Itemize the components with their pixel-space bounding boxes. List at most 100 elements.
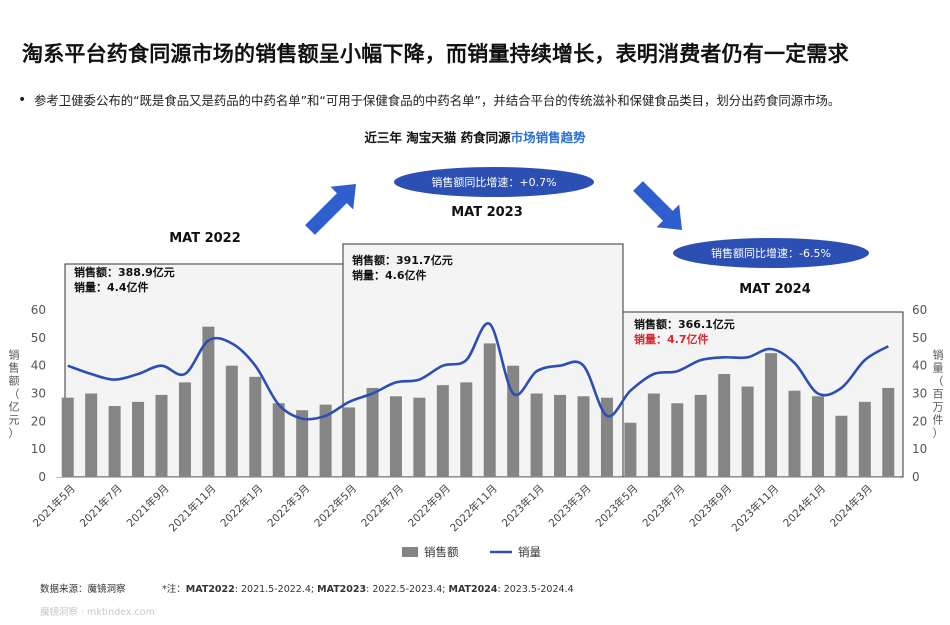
period-box-3 — [622, 311, 904, 478]
x-tick-label: 2023年7月 — [640, 482, 688, 530]
bar — [155, 394, 168, 477]
bar — [343, 407, 356, 477]
y-left-label: 销售额（亿元） — [9, 348, 20, 440]
growth-badge-text: 销售额同比增速：-6.5% — [711, 246, 831, 260]
chart-title-highlight: 市场销售趋势 — [510, 130, 586, 145]
y-right-tick: 0 — [912, 470, 920, 484]
y-left-tick: 60 — [31, 303, 46, 317]
bar — [202, 326, 215, 477]
y-left-tick: 40 — [31, 359, 46, 373]
x-tick-label: 2021年9月 — [124, 482, 172, 530]
x-tick-label: 2023年3月 — [546, 482, 594, 530]
bar — [413, 397, 426, 477]
y-right-tick: 50 — [912, 331, 927, 345]
up-arrow-icon — [305, 184, 356, 235]
period-volume: 销量：4.7亿件 — [634, 332, 709, 346]
bar — [249, 376, 262, 477]
x-tick-label: 2022年11月 — [447, 482, 499, 534]
down-arrow-icon — [633, 181, 682, 230]
note-range-2: : 2022.5-2023.4; — [366, 584, 449, 595]
bar — [483, 343, 496, 477]
y-left-tick: 10 — [31, 442, 46, 456]
bar — [108, 406, 121, 477]
legend-bar-label: 销售额 — [424, 545, 459, 559]
bar — [858, 401, 871, 477]
x-tick-label: 2023年5月 — [593, 482, 641, 530]
y-left-tick: 20 — [31, 414, 46, 428]
legend-bar-swatch — [402, 547, 418, 557]
note-range-3: : 2023.5-2024.4 — [497, 584, 574, 595]
bar — [765, 353, 778, 477]
volume-line — [67, 322, 889, 421]
y-right-tick: 10 — [912, 442, 927, 456]
bar — [694, 394, 707, 477]
headline: 淘系平台药食同源市场的销售额呈小幅下降，而销量持续增长，表明消费者仍有一定需求 — [22, 42, 849, 66]
chart-title: 近三年 淘宝天猫 药食同源市场销售趋势 — [0, 127, 950, 146]
x-tick-label: 2022年1月 — [218, 482, 266, 530]
x-tick-label: 2023年9月 — [687, 482, 735, 530]
bar — [436, 385, 449, 477]
bullet-dot: • — [18, 92, 27, 108]
bar — [389, 396, 402, 477]
y-left-tick: 0 — [38, 470, 46, 484]
x-tick-label: 2021年7月 — [77, 482, 125, 530]
x-tick-label: 2022年3月 — [265, 482, 313, 530]
x-tick-label: 2024年1月 — [780, 482, 828, 530]
watermark: 魔镜洞察 · mktindex.com — [40, 607, 155, 618]
period-title: MAT 2023 — [451, 205, 523, 220]
growth-badge — [673, 238, 869, 268]
bar — [530, 393, 543, 477]
bar — [741, 386, 754, 477]
period-volume: 销量：4.6亿件 — [352, 268, 427, 282]
bullet-text: 参考卫健委公布的“既是食品又是药品的中药名单”和“可用于保健食品的中药名单”，并… — [34, 93, 841, 108]
bar — [577, 396, 590, 477]
bar — [647, 393, 660, 477]
bar — [319, 404, 332, 477]
growth-badge — [394, 167, 594, 197]
bar — [835, 415, 848, 477]
period-title: MAT 2024 — [739, 282, 811, 297]
x-tick-label: 2022年5月 — [312, 482, 360, 530]
bar — [882, 387, 895, 477]
source-note: 数据来源：魔镜洞察 — [40, 584, 126, 595]
x-tick-label: 2021年11月 — [166, 482, 218, 534]
bar — [178, 382, 191, 477]
sales-trend-chart: 0 10 20 30 40 50 60 0 10 20 30 40 50 60 销售额（亿元） 销量（百万件）… — [9, 167, 944, 559]
x-tick-label: 2023年1月 — [499, 482, 547, 530]
x-tick-label: 2021年5月 — [30, 482, 78, 530]
period-sales: 销售额：388.9亿元 — [74, 265, 175, 279]
note-label-3: MAT2024 — [448, 584, 498, 595]
bar — [788, 390, 801, 477]
bar — [554, 394, 567, 477]
bar — [600, 397, 613, 477]
bar — [507, 365, 520, 477]
bar — [460, 382, 473, 477]
period-title: MAT 2022 — [169, 231, 241, 246]
period-volume: 销量：4.4亿件 — [74, 280, 149, 294]
note-prefix: *注： — [162, 584, 186, 595]
x-tick-label: 2022年7月 — [358, 482, 406, 530]
y-right-label: 销量（百万件） — [933, 348, 944, 440]
period-sales: 销售额：391.7亿元 — [352, 253, 453, 267]
y-left-tick: 30 — [31, 387, 46, 401]
y-right-tick: 60 — [912, 303, 927, 317]
note-label-2: MAT2023 — [317, 584, 367, 595]
y-left-tick: 50 — [31, 331, 46, 345]
period-note: *注：MAT2022: 2021.5-2022.4; MAT2023: 2022… — [162, 581, 574, 595]
y-right-tick: 40 — [912, 359, 927, 373]
chart-title-main: 近三年 淘宝天猫 药食同源 — [364, 130, 511, 145]
note-label-1: MAT2022 — [185, 584, 235, 595]
bar — [718, 374, 731, 477]
bar — [132, 401, 145, 477]
bar — [61, 397, 74, 477]
bar — [85, 393, 98, 477]
legend-line-label: 销量 — [518, 545, 541, 559]
bar — [671, 403, 684, 477]
bar — [811, 396, 824, 477]
x-tick-label: 2024年3月 — [827, 482, 875, 530]
bar — [366, 387, 379, 477]
note-range-1: : 2021.5-2022.4; — [234, 584, 318, 595]
bar — [272, 403, 285, 477]
bar — [624, 422, 637, 477]
bar — [296, 410, 309, 477]
